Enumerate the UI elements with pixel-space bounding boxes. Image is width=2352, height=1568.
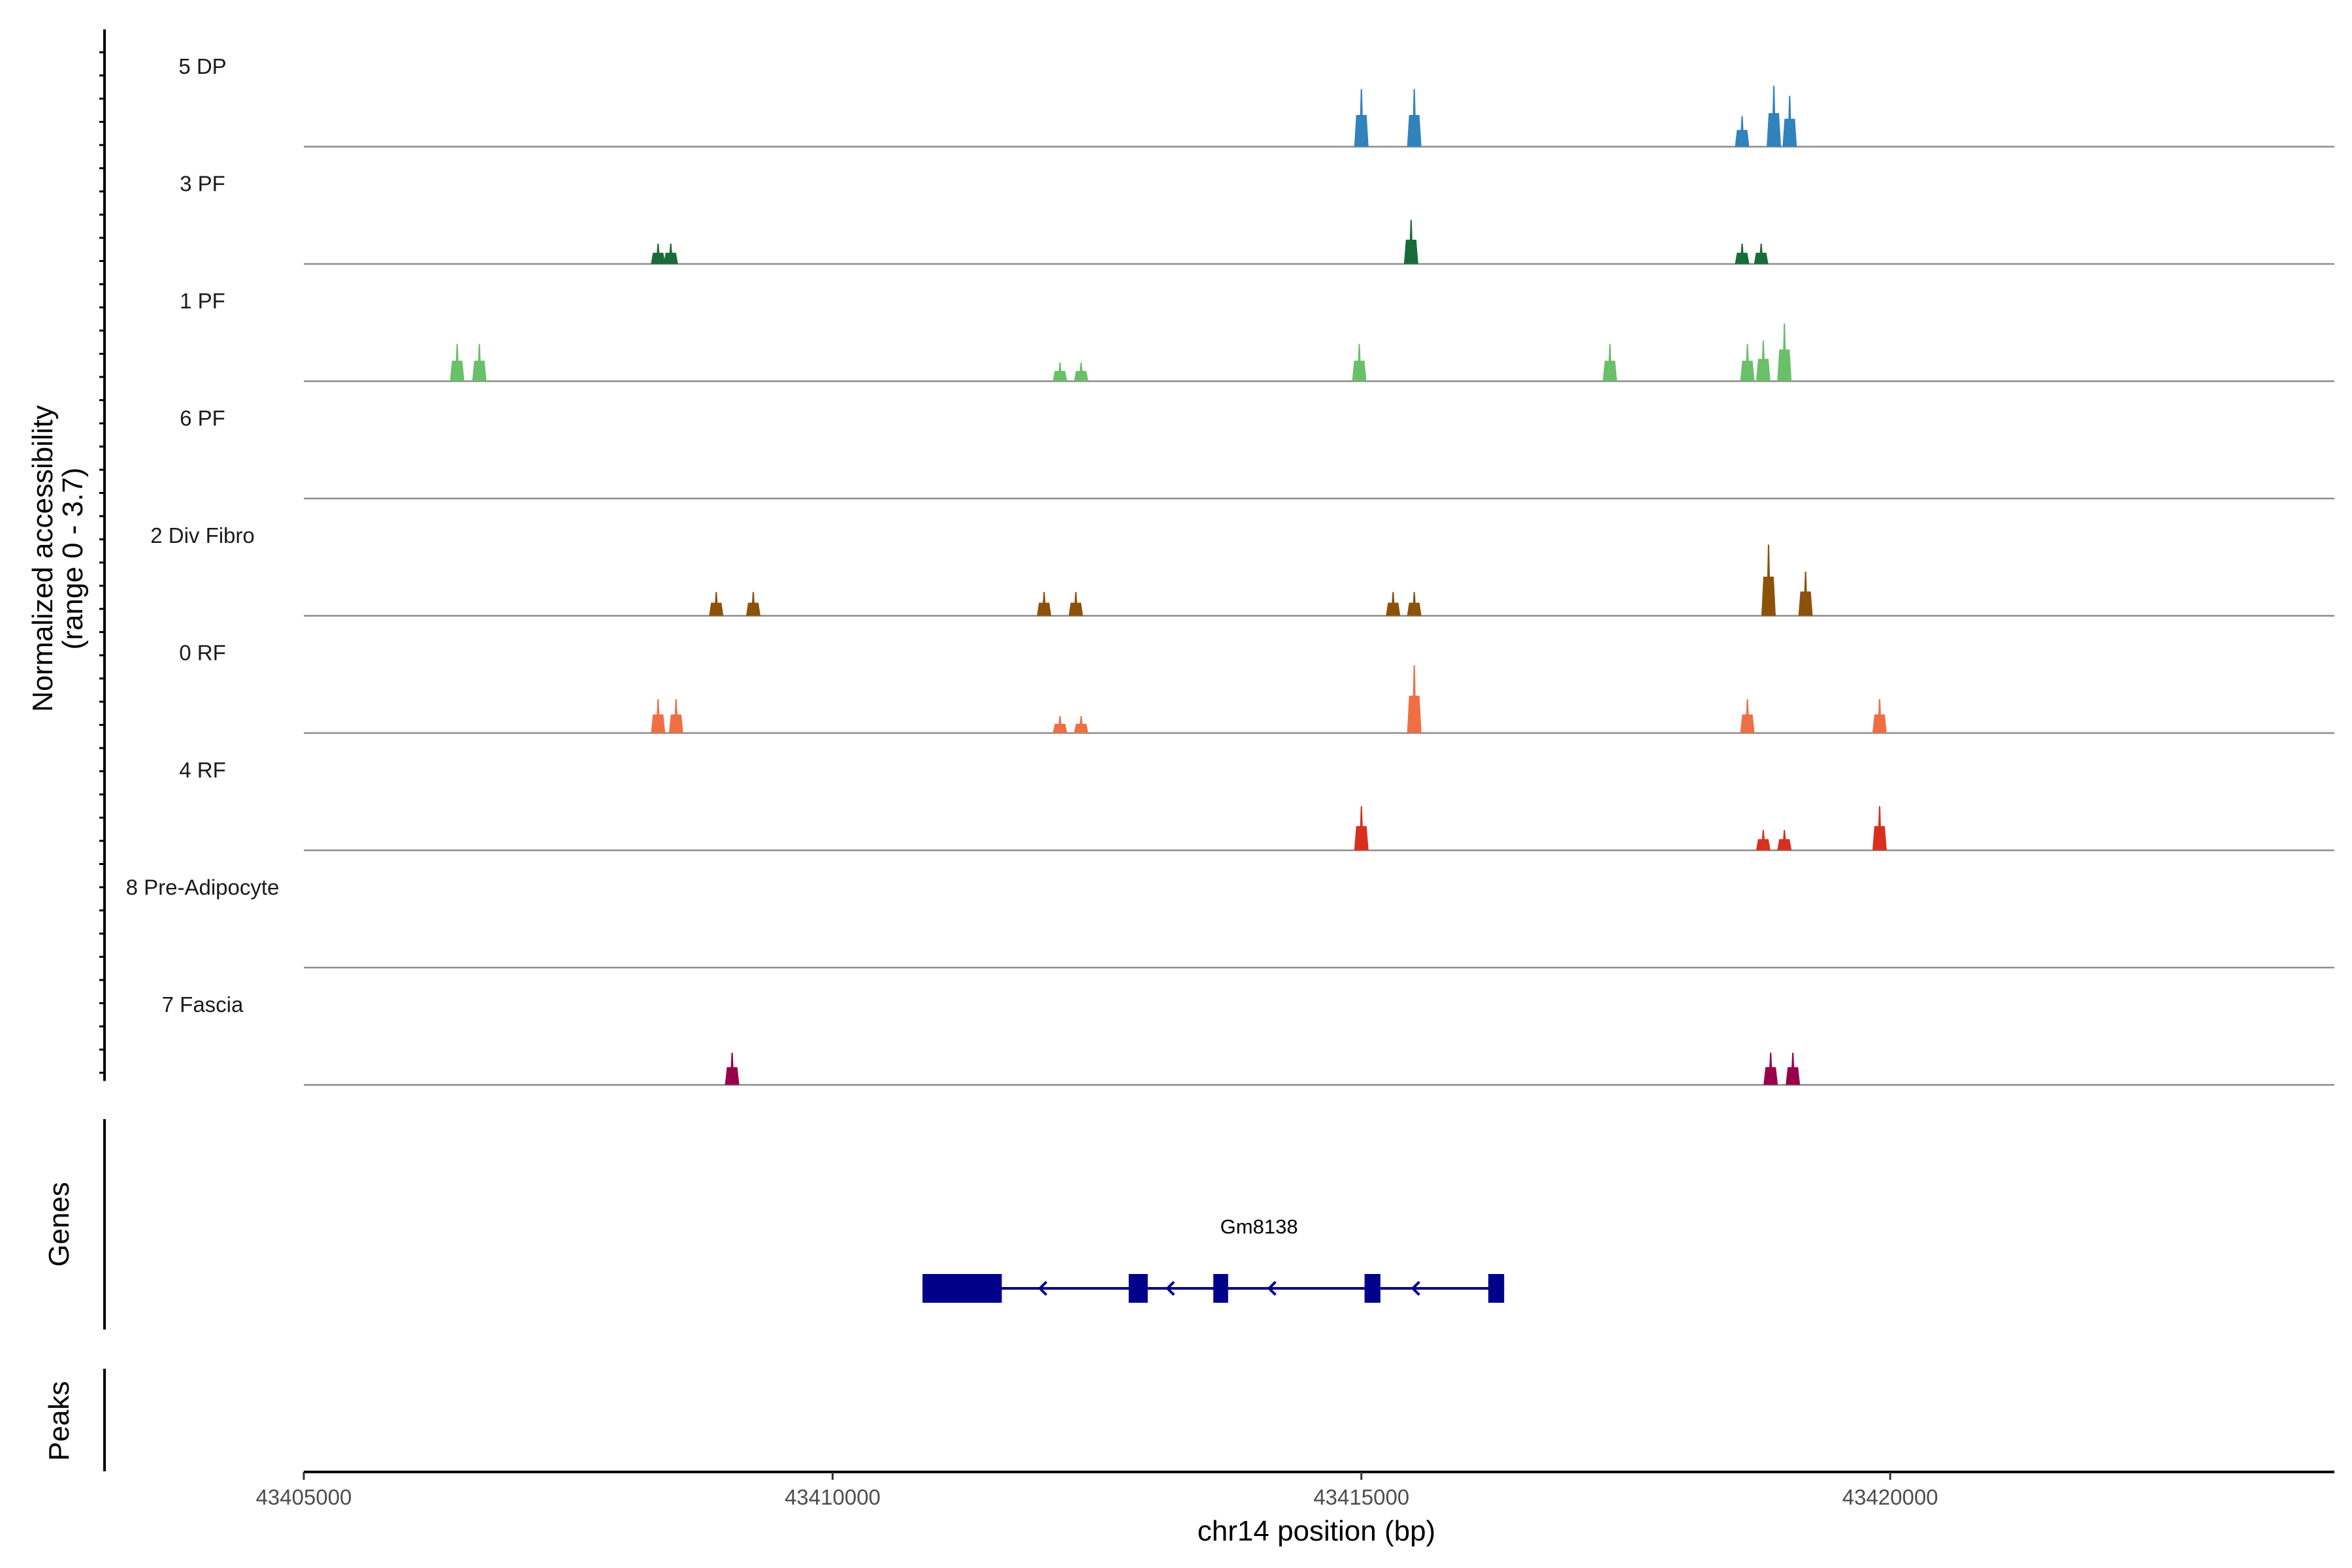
gene-exon	[1488, 1274, 1505, 1303]
x-tick-label: 43415000	[1313, 1485, 1409, 1509]
x-axis: 43405000 43410000 43415000 43420000	[256, 1471, 2334, 1509]
y-axis-title-line: (range 0 - 3.7)	[57, 468, 89, 650]
coverage-peak	[1073, 362, 1088, 382]
track-label: 3 PF	[180, 171, 225, 195]
coverage-peak	[1872, 699, 1887, 733]
coverage-peak	[1403, 220, 1418, 264]
peaks-panel: Peaks	[43, 1369, 106, 1471]
track-7-fascia: 7 Fascia	[162, 992, 2334, 1086]
coverage-peak	[1603, 344, 1618, 382]
track-6-pf: 6 PF	[180, 406, 2334, 500]
gene-exon	[1213, 1274, 1228, 1303]
strand-arrow-icon	[1411, 1281, 1420, 1296]
coverage-peak	[1407, 89, 1422, 147]
strand-arrow-icon	[1166, 1281, 1175, 1296]
track-label: 0 RF	[179, 640, 226, 664]
track-5-dp: 5 DP	[178, 54, 2334, 148]
coverage-peak	[1754, 243, 1769, 264]
strand-arrow-icon	[1267, 1281, 1277, 1296]
gene-gm8138: Gm8138	[922, 1215, 1505, 1303]
coverage-peak	[1053, 716, 1068, 733]
coverage-peak	[1407, 665, 1422, 733]
x-tick-label: 43420000	[1842, 1485, 1938, 1509]
coverage-peak	[668, 699, 683, 733]
coverage-peak	[1756, 340, 1771, 382]
x-tick-label: 43410000	[785, 1485, 881, 1509]
track-label: 7 Fascia	[162, 992, 244, 1017]
coverage-peak	[651, 243, 666, 264]
track-0-rf: 0 RF	[179, 640, 2334, 734]
track-label: 8 Pre-Adipocyte	[126, 875, 280, 899]
coverage-peak	[1782, 95, 1797, 147]
coverage-peak	[709, 592, 724, 616]
coverage-peak	[725, 1053, 740, 1085]
genes-panel-title: Genes	[43, 1182, 75, 1267]
coverage-peak	[1037, 592, 1052, 616]
coverage-peak	[651, 699, 666, 733]
coverage-tracks: 5 DP 3 PF 1 PF 6 PF 2 Div Fibro 0 RF 4 RF 8 Pre…	[99, 29, 2334, 1086]
coverage-peak	[1756, 830, 1771, 851]
track-1-pf: 1 PF	[180, 289, 2334, 382]
coverage-peak	[745, 592, 760, 616]
y-axis-title: Normalized accessibility(range 0 - 3.7)	[27, 405, 89, 711]
y-axis-title-line: Normalized accessibility	[27, 405, 59, 711]
coverage-peak	[1352, 344, 1367, 382]
coverage-peak	[1068, 592, 1083, 616]
track-8-pre-adipocyte: 8 Pre-Adipocyte	[126, 875, 2334, 969]
track-label: 1 PF	[180, 289, 225, 313]
strand-arrow-icon	[1037, 1281, 1048, 1296]
track-label: 5 DP	[178, 54, 226, 78]
track-3-pf: 3 PF	[180, 171, 2334, 265]
coverage-peak	[1777, 830, 1792, 851]
coverage-peak	[1740, 699, 1755, 733]
coverage-peak	[1767, 86, 1782, 147]
coverage-peak	[1786, 1053, 1801, 1085]
coverage-peak	[1872, 806, 1887, 851]
track-label: 2 Div Fibro	[150, 523, 255, 547]
coverage-peak	[1798, 572, 1813, 616]
coverage-peak	[1735, 116, 1750, 147]
track-label: 4 RF	[179, 758, 226, 782]
coverage-peak	[1386, 592, 1401, 616]
coverage-peak	[1763, 1053, 1778, 1085]
coverage-peak	[1777, 323, 1792, 382]
coverage-peak	[449, 344, 465, 382]
coverage-peak	[1740, 344, 1755, 382]
track-4-rf: 4 RF	[179, 758, 2334, 851]
gene-name-label: Gm8138	[1220, 1215, 1298, 1238]
coverage-peak	[663, 243, 678, 264]
coverage-peak	[1761, 544, 1776, 616]
gene-exon	[922, 1274, 1002, 1303]
gene-exon	[1128, 1274, 1148, 1303]
coverage-peak	[1354, 806, 1369, 851]
x-tick-label: 43405000	[256, 1485, 352, 1509]
coverage-peak	[1073, 716, 1088, 733]
x-axis-title: chr14 position (bp)	[1198, 1515, 1435, 1547]
coverage-peak	[1053, 362, 1068, 382]
track-2-div-fibro: 2 Div Fibro	[150, 523, 2334, 617]
coverage-peak	[472, 344, 487, 382]
gene-exon	[1364, 1274, 1380, 1303]
peaks-panel-title: Peaks	[43, 1381, 75, 1461]
genes-panel: Genes Gm8138	[43, 1119, 1505, 1330]
track-label: 6 PF	[180, 406, 225, 430]
coverage-peak	[1407, 592, 1422, 616]
coverage-peak	[1735, 243, 1750, 264]
coverage-peak	[1354, 89, 1369, 147]
